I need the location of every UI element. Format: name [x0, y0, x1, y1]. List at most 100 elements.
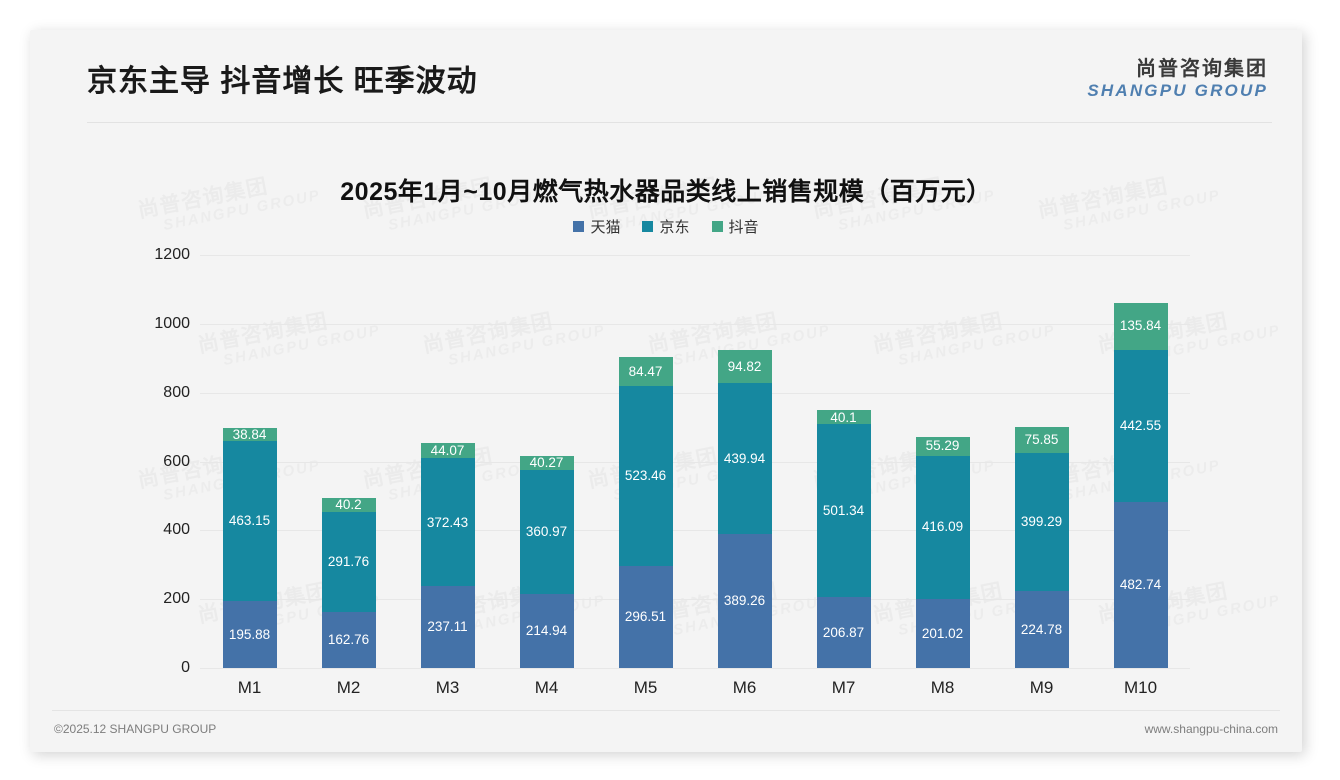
bar-value-label: 38.84 — [232, 426, 267, 442]
bar-value-label: 206.87 — [822, 624, 865, 640]
bar-value-label: 416.09 — [921, 519, 964, 535]
bar-stack-M6[interactable]: 94.82 439.94 389.26 — [717, 350, 772, 668]
bar-value-label: 135.84 — [1119, 318, 1162, 334]
bar-value-label: 40.2 — [335, 496, 362, 512]
gridline — [200, 392, 1190, 394]
slide-header: 京东主导 抖音增长 旺季波动 尚普咨询集团 SHANGPU GROUP — [30, 30, 1302, 122]
bar-segment-天猫[interactable]: 206.87 — [816, 596, 871, 668]
bar-segment-天猫[interactable]: 482.74 — [1113, 501, 1168, 668]
x-axis-tick-label: M10 — [1123, 678, 1158, 697]
bar-value-label: 501.34 — [822, 502, 865, 518]
bar-segment-抖音[interactable]: 44.07 — [420, 442, 475, 459]
x-axis-tick-label: M4 — [534, 678, 559, 697]
bar-segment-抖音[interactable]: 94.82 — [717, 350, 772, 383]
gridline — [200, 668, 1190, 669]
bar-segment-抖音[interactable]: 40.2 — [321, 496, 376, 512]
gridline — [200, 255, 1190, 256]
bar-segment-天猫[interactable]: 224.78 — [1014, 590, 1069, 668]
x-axis-tick-label: M9 — [1029, 678, 1054, 697]
bar-segment-京东[interactable]: 360.97 — [519, 469, 574, 595]
bar-stack-M9[interactable]: 75.85 399.29 224.78 — [1014, 427, 1069, 668]
bar-segment-京东[interactable]: 372.43 — [420, 458, 475, 587]
bar-value-label: 44.07 — [430, 442, 465, 458]
bar-segment-天猫[interactable]: 162.76 — [321, 611, 376, 668]
bar-segment-抖音[interactable]: 40.27 — [519, 455, 574, 471]
legend-swatch-icon — [711, 221, 723, 232]
bar-value-label: 482.74 — [1119, 577, 1162, 593]
bar-value-label: 40.1 — [830, 409, 857, 425]
y-axis-tick-label: 200 — [163, 590, 190, 608]
footer-divider — [52, 710, 1280, 711]
bar-value-label: 75.85 — [1024, 432, 1059, 448]
legend-label: 天猫 — [590, 219, 621, 236]
chart-legend: 天猫 京东 抖音 — [30, 216, 1302, 237]
y-axis-tick-label: 400 — [163, 521, 190, 539]
bar-stack-M5[interactable]: 84.47 523.46 296.51 — [618, 356, 673, 668]
bar-value-label: 55.29 — [925, 438, 960, 454]
bar-value-label: 237.11 — [427, 619, 468, 635]
bar-value-label: 214.94 — [525, 623, 568, 639]
legend-item-京东[interactable]: 京东 — [642, 216, 690, 237]
legend-swatch-icon — [573, 221, 585, 232]
bar-stack-M2[interactable]: 40.2 291.76 162.76 — [321, 496, 376, 668]
brand-logo: 尚普咨询集团 SHANGPU GROUP — [1087, 58, 1268, 101]
bar-value-label: 94.82 — [727, 358, 762, 374]
x-axis-tick-label: M6 — [732, 678, 757, 697]
slide-footer: ©2025.12 SHANGPU GROUP www.shangpu-china… — [30, 710, 1302, 752]
bar-segment-天猫[interactable]: 296.51 — [618, 565, 673, 668]
bar-segment-京东[interactable]: 523.46 — [618, 385, 673, 566]
bar-stack-M3[interactable]: 44.07 372.43 237.11 — [420, 442, 475, 668]
footer-copyright: ©2025.12 SHANGPU GROUP — [54, 722, 217, 736]
header-divider — [87, 122, 1272, 123]
bar-stack-M7[interactable]: 40.1 501.34 206.87 — [816, 409, 871, 668]
bar-segment-天猫[interactable]: 237.11 — [420, 586, 475, 668]
bar-segment-抖音[interactable]: 55.29 — [915, 436, 970, 456]
brand-name-en: SHANGPU GROUP — [1087, 81, 1268, 100]
bar-segment-抖音[interactable]: 84.47 — [618, 356, 673, 386]
bar-segment-抖音[interactable]: 75.85 — [1014, 427, 1069, 454]
x-axis-tick-label: M5 — [633, 678, 658, 697]
legend-item-天猫[interactable]: 天猫 — [573, 216, 620, 237]
bar-value-label: 360.97 — [525, 524, 568, 540]
chart-plot-area: 0 200 400 600 800 1000 1200 38.84 463.15 195.88 M1… — [30, 30, 1302, 752]
bar-value-label: 399.29 — [1020, 514, 1063, 530]
bar-value-label: 291.76 — [327, 554, 370, 570]
x-axis-tick-label: M3 — [435, 678, 460, 697]
bar-segment-京东[interactable]: 442.55 — [1113, 349, 1168, 502]
bar-value-label: 162.76 — [327, 632, 370, 648]
y-axis-tick-label: 1200 — [154, 246, 190, 263]
bar-value-label: 523.46 — [624, 468, 667, 484]
bar-value-label: 40.27 — [529, 455, 564, 471]
y-axis-tick-label: 600 — [163, 452, 190, 470]
bar-value-label: 296.51 — [624, 609, 667, 625]
bar-value-label: 84.47 — [628, 363, 663, 379]
page-title: 京东主导 抖音增长 旺季波动 — [87, 65, 478, 98]
y-axis-tick-label: 800 — [163, 383, 190, 401]
legend-label: 抖音 — [728, 219, 759, 236]
y-axis-tick-label: 1000 — [154, 314, 190, 332]
bar-segment-京东[interactable]: 463.15 — [222, 441, 277, 601]
bar-segment-京东[interactable]: 416.09 — [915, 455, 970, 599]
bar-segment-京东[interactable]: 291.76 — [321, 511, 376, 612]
bar-stack-M10[interactable]: 135.84 442.55 482.74 — [1113, 302, 1168, 668]
gridline — [200, 323, 1190, 325]
bar-segment-天猫[interactable]: 389.26 — [717, 534, 772, 668]
bar-segment-天猫[interactable]: 214.94 — [519, 594, 574, 668]
bar-value-label: 201.02 — [921, 625, 964, 641]
bar-segment-京东[interactable]: 501.34 — [816, 424, 871, 597]
legend-item-抖音[interactable]: 抖音 — [711, 216, 759, 237]
bar-stack-M4[interactable]: 40.27 360.97 214.94 — [519, 455, 574, 668]
legend-label: 京东 — [659, 219, 690, 236]
footer-website[interactable]: www.shangpu-china.com — [1144, 722, 1278, 736]
gridline — [200, 530, 1190, 532]
bar-segment-京东[interactable]: 439.94 — [717, 382, 772, 535]
bar-segment-天猫[interactable]: 201.02 — [915, 598, 970, 668]
bar-segment-抖音[interactable]: 40.1 — [816, 409, 871, 425]
bar-segment-天猫[interactable]: 195.88 — [222, 600, 277, 668]
bar-stack-M1[interactable]: 38.84 463.15 195.88 — [222, 426, 277, 668]
bar-segment-抖音[interactable]: 135.84 — [1113, 302, 1168, 350]
bar-stack-M8[interactable]: 55.29 416.09 201.02 — [915, 436, 970, 668]
bar-segment-抖音[interactable]: 38.84 — [222, 426, 277, 442]
bar-value-label: 463.15 — [228, 513, 271, 529]
bar-segment-京东[interactable]: 399.29 — [1014, 453, 1069, 591]
